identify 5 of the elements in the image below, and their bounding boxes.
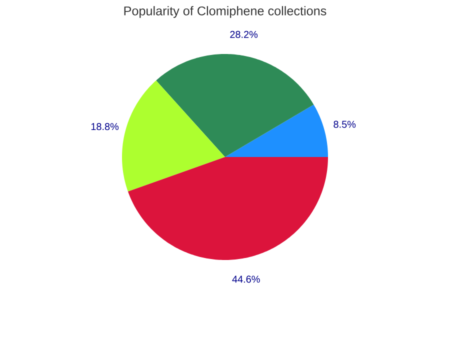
data-label: 28.2% [230,30,258,38]
chart-title: Popularity of Clomiphene collections [124,6,326,18]
data-label: 18.8% [91,123,119,130]
data-label: 8.5% [334,120,356,128]
data-label: 44.6% [232,276,260,283]
